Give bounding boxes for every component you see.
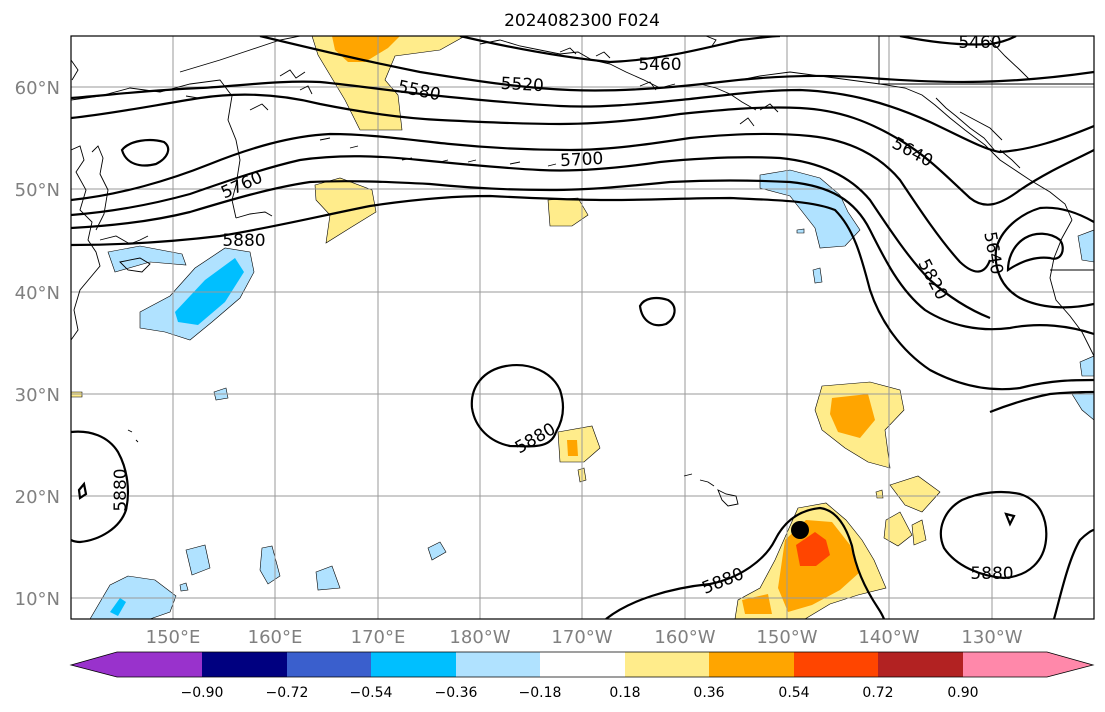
contour-label: 5880 — [970, 564, 1013, 584]
contour-label: 5460 — [638, 55, 681, 75]
longitude-label: 170°W — [551, 627, 612, 648]
anomaly-region — [911, 519, 927, 546]
contour-line — [77, 481, 88, 500]
contour-line — [71, 93, 1094, 206]
anomaly-region — [179, 582, 189, 592]
colorbar-tick-label: −0.54 — [350, 685, 393, 701]
contour-line — [71, 179, 1094, 336]
colorbar-segment — [540, 652, 625, 677]
anomaly-region — [1079, 355, 1094, 377]
latitude-label: 10°N — [15, 589, 60, 610]
longitude-label: 180°W — [449, 627, 510, 648]
colorbar-segment — [709, 652, 794, 677]
colorbar-segment — [456, 652, 540, 677]
latitude-label: 30°N — [15, 385, 60, 406]
contour-line — [1004, 512, 1016, 527]
colorbar-segment — [794, 652, 878, 677]
latitude-label: 40°N — [15, 283, 60, 304]
contour-line — [939, 490, 1048, 580]
colorbar-tick-label: 0.18 — [609, 685, 640, 701]
anomaly-region — [1077, 229, 1094, 263]
colorbar-outline — [69, 651, 1095, 678]
colorbar-boxes — [71, 652, 1093, 677]
height-contours — [71, 36, 1094, 619]
colorbar-tick-label: −0.18 — [519, 685, 562, 701]
colorbar-tick-label: 0.90 — [947, 685, 978, 701]
colorbar-tick-label: −0.36 — [435, 685, 478, 701]
latitude-labels: 60°N 50°N 40°N 30°N 20°N 10°N — [15, 78, 60, 610]
latitude-label: 60°N — [15, 78, 60, 99]
anomaly-region — [889, 475, 941, 513]
colorbar-tick-label: 0.36 — [693, 685, 724, 701]
positive-anomaly-shading — [71, 36, 941, 619]
contour-line — [71, 194, 1094, 391]
contour-line — [1006, 232, 1064, 273]
anomaly-region — [796, 532, 830, 566]
contour-line — [120, 139, 170, 167]
colorbar-ticks: −0.90 −0.72 −0.54 −0.36 −0.18 0.18 0.36 … — [181, 685, 979, 701]
colorbar-segment — [71, 652, 202, 677]
contour-line — [605, 506, 886, 619]
colorbar-tick-label: 0.72 — [862, 685, 893, 701]
map-frame — [70, 35, 1095, 620]
contour-label: 5520 — [500, 74, 544, 96]
contour-line — [259, 36, 1094, 92]
colorbar-segment — [371, 652, 456, 677]
contour-line — [71, 132, 992, 273]
storm-position-marker — [791, 521, 809, 539]
map-area: 5460 5460 5520 5580 5640 5640 5700 5760 … — [71, 33, 1094, 619]
anomaly-region — [332, 36, 400, 62]
colorbar: −0.90 −0.72 −0.54 −0.36 −0.18 0.18 0.36 … — [69, 651, 1095, 701]
anomaly-region — [315, 565, 341, 591]
contour-line — [638, 296, 676, 327]
contour-line — [1052, 528, 1094, 619]
contour-label: 5880 — [222, 231, 265, 251]
longitude-label: 160°E — [248, 627, 303, 648]
chart-title: 2024082300 F024 — [504, 11, 660, 31]
contour-line — [71, 80, 1094, 154]
contour-line — [989, 390, 1094, 414]
contour-label: 5880 — [111, 468, 131, 511]
anomaly-region — [742, 594, 772, 614]
colorbar-segment — [625, 652, 709, 677]
contour-line — [994, 206, 1094, 309]
longitude-labels: 150°E 160°E 170°E 180°W 170°W 160°W 150°… — [146, 627, 1023, 648]
longitude-label: 160°W — [654, 627, 715, 648]
contour-line — [470, 364, 565, 448]
latitude-label: 20°N — [15, 487, 60, 508]
contour-line — [899, 36, 1017, 46]
anomaly-region — [567, 440, 578, 456]
longitude-label: 140°W — [858, 627, 919, 648]
anomaly-region — [427, 541, 447, 561]
colorbar-segment — [878, 652, 963, 677]
longitude-label: 150°W — [756, 627, 817, 648]
anomaly-region — [185, 544, 211, 576]
colorbar-tick-label: −0.72 — [266, 685, 309, 701]
anomaly-region — [778, 520, 860, 612]
longitude-label: 130°W — [961, 627, 1022, 648]
colorbar-segment — [202, 652, 287, 677]
colorbar-segment — [287, 652, 371, 677]
contour-label: 5460 — [958, 33, 1001, 53]
anomaly-region — [883, 511, 913, 547]
latitude-label: 50°N — [15, 180, 60, 201]
contour-line — [71, 430, 129, 544]
contour-label: 5700 — [560, 149, 604, 171]
contour-line — [71, 155, 991, 320]
anomaly-region — [812, 267, 823, 284]
colorbar-segment — [963, 652, 1093, 677]
colorbar-tick-label: −0.90 — [181, 685, 224, 701]
anomaly-region — [796, 228, 805, 234]
longitude-label: 170°E — [351, 627, 406, 648]
colorbar-tick-label: 0.54 — [778, 685, 809, 701]
contour-line — [459, 36, 781, 64]
longitude-label: 150°E — [146, 627, 201, 648]
anomaly-region — [107, 245, 187, 273]
anomaly-region — [830, 394, 875, 438]
anomaly-region — [110, 598, 126, 616]
